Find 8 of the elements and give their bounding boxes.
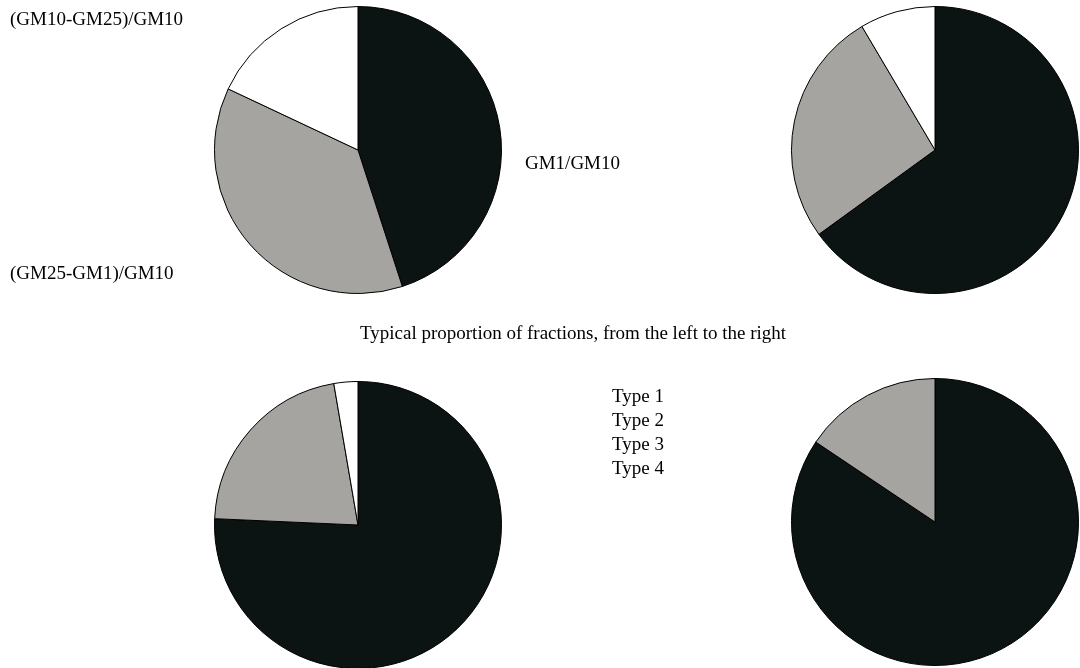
slice-label: (GM25-GM1)/GM10 xyxy=(10,262,174,284)
text: Type 2 xyxy=(612,409,664,431)
text: Typical proportion of fractions, from the left to the right xyxy=(360,322,787,344)
text: Type 1 xyxy=(612,385,664,407)
text: Type 4 xyxy=(612,457,664,479)
text: Type 3 xyxy=(612,433,664,455)
slice-label: GM1/GM10 xyxy=(525,152,621,174)
slice-label: (GM10-GM25)/GM10 xyxy=(10,8,184,30)
